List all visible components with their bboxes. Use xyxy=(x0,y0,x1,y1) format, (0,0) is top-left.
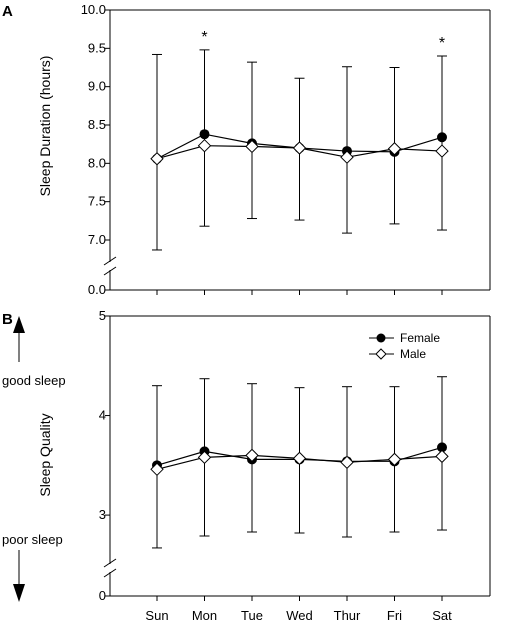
y-tick-label: 5 xyxy=(99,308,106,323)
panel-a-plot: 7.0 7.5 8.0 8.5 9.0 9.5 10.0 0.0 * * xyxy=(81,2,491,297)
female-data-point xyxy=(437,442,447,453)
y-tick-label: 8.5 xyxy=(88,117,106,132)
axis-break-mark xyxy=(103,256,117,266)
poor-sleep-label: poor sleep xyxy=(2,532,63,547)
x-tick-label: Thur xyxy=(334,608,361,623)
male-data-point xyxy=(292,451,307,466)
y-tick-label: 8.0 xyxy=(88,155,106,170)
male-data-point xyxy=(340,150,354,164)
male-data-point xyxy=(150,152,164,166)
y-tick-label: 0.0 xyxy=(88,282,106,297)
y-tick-label: 9.0 xyxy=(88,79,106,94)
male-data-point xyxy=(340,455,354,470)
male-data-point xyxy=(150,462,164,477)
male-data-point xyxy=(435,144,449,158)
axis-break-mark xyxy=(103,558,117,568)
down-arrow-icon xyxy=(13,550,25,602)
y-tick-label: 10.0 xyxy=(81,2,106,17)
male-data-point xyxy=(197,138,212,153)
female-data-point xyxy=(199,129,210,140)
x-tick-label: Fri xyxy=(387,608,402,623)
legend-male-label: Male xyxy=(400,347,426,361)
x-tick-label: Sat xyxy=(432,608,452,623)
y-tick-label: 3 xyxy=(99,507,106,522)
y-tick-label: 9.5 xyxy=(88,40,106,55)
x-tick-label: Mon xyxy=(192,608,217,623)
legend-female-label: Female xyxy=(400,331,440,345)
panel-b-plot: 3 4 5 0 xyxy=(99,308,491,603)
axis-break-mark xyxy=(103,568,117,578)
axis-break-mark xyxy=(103,266,117,276)
y-tick-label: 7.0 xyxy=(88,232,106,247)
up-arrow-icon xyxy=(13,316,25,362)
legend-male-marker xyxy=(375,348,387,360)
male-data-point xyxy=(292,141,307,155)
y-tick-label: 0 xyxy=(99,588,106,603)
female-data-point xyxy=(437,132,447,143)
legend-female-marker xyxy=(376,333,386,343)
good-sleep-label: good sleep xyxy=(2,373,66,388)
significance-asterisk: * xyxy=(201,29,207,46)
male-data-point xyxy=(245,139,259,154)
significance-asterisk: * xyxy=(439,35,445,52)
male-data-point xyxy=(245,448,259,463)
x-tick-label: Tue xyxy=(241,608,263,623)
legend: Female Male xyxy=(369,331,440,361)
panel-label-b: B xyxy=(2,311,13,328)
male-data-point xyxy=(435,449,449,464)
x-tick-label: Wed xyxy=(286,608,313,623)
panel-label-a: A xyxy=(2,3,13,20)
x-tick-label: Sun xyxy=(145,608,168,623)
x-axis-labels: Sun Mon Tue Wed Thur Fri Sat xyxy=(145,608,452,623)
male-data-point xyxy=(387,452,402,467)
male-data-point xyxy=(197,450,212,465)
y-axis-label-quality: Sleep Quality xyxy=(37,413,53,496)
y-tick-label: 4 xyxy=(99,408,106,423)
y-tick-label: 7.5 xyxy=(88,194,106,209)
male-data-point xyxy=(387,142,402,156)
y-axis-label-duration: Sleep Duration (hours) xyxy=(37,56,53,197)
